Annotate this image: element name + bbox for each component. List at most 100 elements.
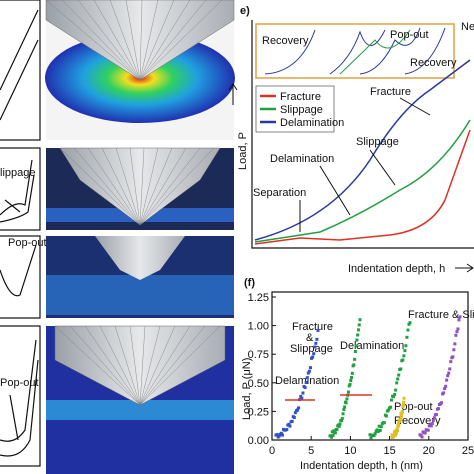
point [314, 341, 318, 345]
point [402, 396, 406, 400]
point [346, 390, 350, 394]
mesh-line [139, 325, 206, 406]
point [353, 357, 357, 361]
curve [254, 129, 471, 245]
left-box [0, 0, 41, 141]
mesh-line [99, 325, 141, 406]
mesh-line [139, 0, 191, 81]
point [338, 422, 342, 426]
inset-label: Recovery [410, 57, 457, 69]
point [445, 378, 449, 382]
point [349, 379, 353, 383]
annotation: Fracture [292, 321, 333, 333]
mesh-line [61, 0, 141, 81]
panel-f: (f) Load, P (μN) Indentation depth, h (n… [241, 277, 474, 472]
point [400, 412, 404, 416]
mesh-line [139, 325, 161, 406]
point [405, 335, 409, 339]
annotation: Delamination [270, 153, 334, 165]
point [358, 318, 362, 322]
annotation: Delamination [340, 340, 404, 352]
point [377, 424, 381, 428]
arrow [299, 97, 431, 232]
point [407, 322, 411, 326]
axes [251, 20, 474, 249]
label: Pop-out [8, 237, 47, 249]
point [401, 358, 405, 362]
mesh-line [93, 0, 141, 81]
arrow [455, 263, 474, 273]
point [352, 363, 356, 367]
mesh-line [114, 325, 141, 406]
point [343, 405, 347, 409]
point [442, 391, 446, 395]
point [356, 328, 360, 332]
point [304, 380, 308, 384]
point [402, 400, 406, 404]
mesh-line [139, 147, 145, 226]
curve [254, 119, 471, 243]
point [312, 352, 316, 356]
y-tick-label: 0.00 [248, 435, 269, 447]
point [288, 424, 292, 428]
point [448, 367, 452, 371]
point [378, 428, 382, 432]
y-tick-label: 0.75 [248, 349, 269, 361]
point [341, 412, 345, 416]
mesh-line [77, 0, 141, 81]
point [279, 431, 283, 435]
point [440, 401, 444, 405]
point [458, 315, 462, 319]
point [453, 342, 457, 346]
point [277, 434, 281, 438]
x-tick-label: 20 [423, 445, 435, 457]
point [399, 367, 403, 371]
curve [0, 9, 39, 121]
point [369, 436, 373, 440]
mesh-line [139, 147, 187, 226]
point [382, 421, 386, 425]
mesh-line [139, 147, 201, 226]
inset [255, 23, 455, 79]
mesh-line [139, 325, 176, 406]
inset-label: Recovery [262, 35, 309, 47]
curve [0, 339, 39, 457]
point [347, 384, 351, 388]
arrow [228, 83, 238, 105]
left-box [0, 325, 41, 467]
axis-label: Load, P [237, 132, 249, 170]
point [420, 435, 424, 439]
curve [0, 244, 37, 297]
point [399, 418, 403, 422]
indenter [59, 147, 221, 226]
x-tick-label: 10 [344, 445, 356, 457]
point [345, 397, 349, 401]
mesh-line [139, 0, 159, 81]
axis-label: Indentation depth, h [348, 263, 445, 275]
mesh-line [139, 325, 221, 406]
point [313, 345, 317, 349]
point [423, 431, 427, 435]
point [452, 348, 456, 352]
mesh-line [84, 325, 141, 406]
mesh-line [139, 147, 215, 226]
mesh-line [45, 0, 141, 81]
point [396, 377, 400, 381]
point [292, 415, 296, 419]
mesh-line [59, 147, 141, 226]
point [430, 422, 434, 426]
mesh-line [139, 0, 175, 81]
point [395, 430, 399, 434]
inset-label: Ne [461, 21, 474, 33]
axis-label: Load, P (μN) [241, 358, 253, 420]
mesh-line [129, 147, 141, 226]
point [375, 428, 379, 432]
mesh-line [139, 147, 159, 226]
point [354, 344, 358, 348]
point [350, 371, 354, 375]
mesh-line [139, 0, 143, 81]
layer [46, 400, 234, 420]
x-tick-label: 25 [462, 445, 474, 457]
axis-label: Indentation depth, h (nm) [300, 460, 423, 472]
